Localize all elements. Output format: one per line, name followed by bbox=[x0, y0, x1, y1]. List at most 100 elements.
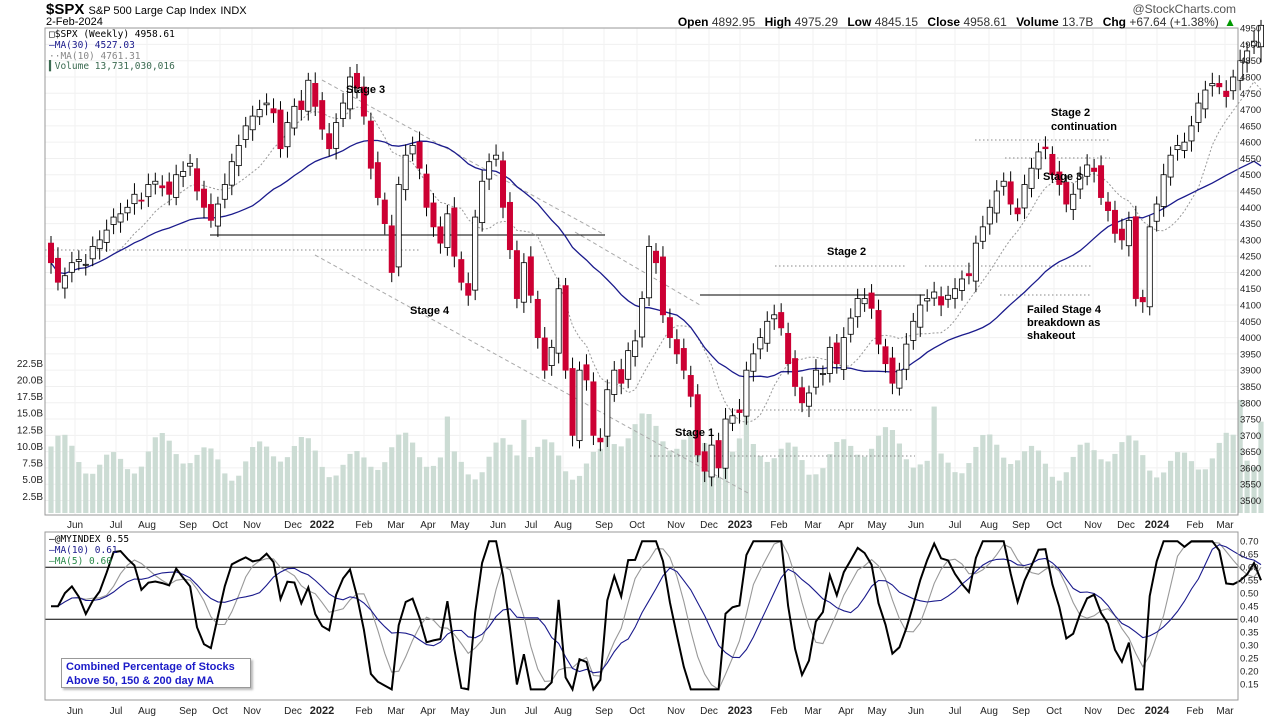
candle-down bbox=[1111, 209, 1118, 234]
candle-down bbox=[1105, 201, 1112, 211]
volume-bar bbox=[910, 467, 916, 513]
x-tick-label: Jul bbox=[110, 520, 123, 531]
x-tick-label: May bbox=[451, 520, 470, 531]
volume-bar bbox=[882, 427, 889, 513]
candle-down bbox=[1063, 182, 1070, 205]
volume-bar bbox=[354, 451, 360, 513]
annotation-text: breakdown as bbox=[1027, 317, 1100, 329]
volume-tick-label: 7.5B bbox=[22, 459, 43, 470]
volume-bar bbox=[319, 466, 325, 513]
candle-up bbox=[221, 184, 228, 200]
volume-bar bbox=[959, 473, 965, 513]
candle-down bbox=[799, 387, 806, 404]
chg-label: Chg bbox=[1102, 15, 1127, 29]
triangle-up-icon: ▲ bbox=[1224, 15, 1236, 29]
price-tick-label: 4350 bbox=[1240, 219, 1261, 230]
volume-bar bbox=[875, 435, 882, 513]
candle-up bbox=[145, 184, 152, 198]
volume-bar bbox=[973, 446, 979, 513]
symbol-title: $SPX S&P 500 Large Cap Index INDX bbox=[46, 1, 247, 18]
volume-bar bbox=[1008, 464, 1014, 513]
volume-bar bbox=[827, 454, 833, 513]
candle-down bbox=[513, 250, 520, 299]
x-tick-label: Aug bbox=[554, 520, 572, 531]
candle-up bbox=[1077, 174, 1084, 190]
volume-bar bbox=[792, 446, 798, 513]
volume-bar bbox=[514, 455, 520, 513]
volume-bar bbox=[465, 474, 471, 513]
candle-up bbox=[235, 145, 242, 167]
candle-down bbox=[458, 259, 465, 283]
volume-bar bbox=[966, 463, 972, 513]
volume-bar bbox=[528, 457, 534, 513]
volume-bar bbox=[243, 461, 249, 513]
volume-bar bbox=[389, 447, 395, 513]
volume-bar bbox=[410, 442, 416, 513]
price-tick-label: 4950 bbox=[1240, 24, 1261, 35]
candle-up bbox=[903, 343, 910, 370]
volume-bar bbox=[1140, 455, 1146, 513]
volume-tick-label: 22.5B bbox=[17, 359, 43, 370]
volume-bar bbox=[820, 468, 826, 513]
candle-down bbox=[938, 296, 945, 306]
volume-bar bbox=[542, 439, 548, 513]
volume-bar bbox=[660, 441, 666, 513]
volume-bar bbox=[1202, 469, 1208, 513]
candle-down bbox=[1091, 167, 1098, 172]
volume-bar bbox=[1119, 442, 1125, 513]
indicator-x-tick-label: Oct bbox=[629, 706, 645, 717]
candle-up bbox=[924, 298, 931, 302]
candle-down bbox=[1223, 90, 1230, 97]
indicator-ma10-line bbox=[57, 544, 1262, 674]
volume-bar bbox=[1098, 459, 1104, 513]
indicator-x-tick-label: Dec bbox=[284, 706, 302, 717]
volume-bar bbox=[361, 457, 367, 513]
x-tick-label: Nov bbox=[243, 520, 261, 531]
x-tick-label: Dec bbox=[284, 520, 302, 531]
candle-up bbox=[729, 415, 736, 424]
price-tick-label: 3600 bbox=[1240, 463, 1261, 474]
indicator-x-tick-label: Mar bbox=[387, 706, 405, 717]
price-tick-label: 3700 bbox=[1240, 431, 1261, 442]
high-value: 4975.29 bbox=[794, 15, 838, 29]
volume-bar bbox=[166, 440, 172, 513]
symbol-name: S&P 500 Large Cap Index bbox=[88, 5, 217, 17]
candle-down bbox=[430, 202, 437, 228]
candle-up bbox=[131, 193, 138, 205]
stage-annotations: Stage 3 Stage 4 Stage 1 Stage 2 Stage 3 Stage… bbox=[346, 84, 1117, 439]
candle-down bbox=[1049, 153, 1056, 176]
indicator-main-line bbox=[51, 540, 1262, 693]
candle-down bbox=[652, 250, 659, 264]
indicator-x-tick-label: 2024 bbox=[1145, 705, 1170, 717]
candle-up bbox=[1021, 184, 1028, 209]
volume-bar bbox=[270, 456, 277, 513]
volume-bar bbox=[778, 448, 784, 513]
volume-bar bbox=[521, 419, 527, 513]
volume-bar bbox=[604, 435, 610, 513]
candle-down bbox=[270, 108, 277, 114]
volume-bar bbox=[834, 441, 840, 513]
indicator-x-tick-label: Mar bbox=[1216, 706, 1234, 717]
price-tick-label: 4600 bbox=[1240, 138, 1261, 149]
candle-up bbox=[1181, 141, 1188, 151]
candle-up bbox=[117, 213, 124, 223]
volume-bar bbox=[1084, 442, 1090, 513]
indicator-x-tick-label: Jul bbox=[525, 706, 538, 717]
candle-down bbox=[207, 204, 214, 221]
volume-bar bbox=[743, 409, 749, 513]
candle-up bbox=[486, 161, 493, 180]
volume-bar bbox=[1112, 453, 1118, 513]
volume-bar bbox=[1161, 472, 1167, 513]
volume-tick-label: 20.0B bbox=[17, 375, 43, 386]
x-tick-label: Dec bbox=[1117, 520, 1135, 531]
indicator-x-tick-label: Jul bbox=[949, 706, 962, 717]
price-tick-label: 4550 bbox=[1240, 154, 1261, 165]
candle-down bbox=[367, 120, 374, 169]
volume-bar bbox=[576, 475, 583, 513]
candle-up bbox=[757, 337, 764, 350]
annotation-text: Stage 3 bbox=[346, 84, 385, 96]
indicator-tick-label: 0.30 bbox=[1240, 641, 1259, 652]
trend-line bbox=[321, 79, 606, 236]
volume-bars bbox=[48, 399, 1264, 513]
candle-up bbox=[1188, 125, 1195, 142]
